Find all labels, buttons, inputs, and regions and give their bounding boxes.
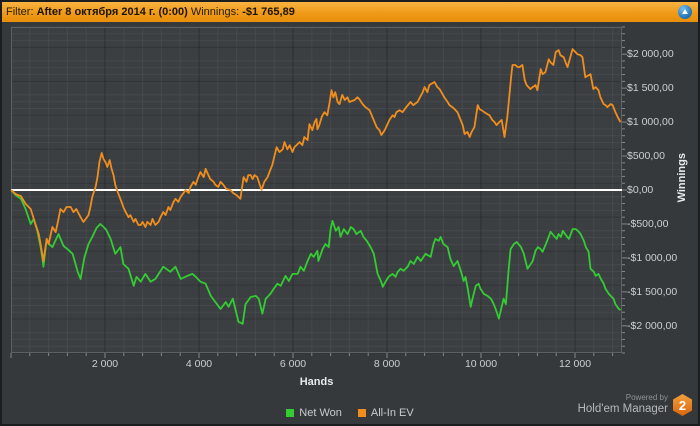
y-tick-label: $0,00 bbox=[627, 184, 654, 196]
filter-bar: Filter: After 8 октября 2014 г. (0:00) W… bbox=[2, 2, 698, 23]
y-tick-label: $1 000,00 bbox=[627, 116, 674, 129]
y-tick-label: -$2 000,00 bbox=[627, 319, 678, 332]
series-line-all-in-ev bbox=[10, 48, 622, 262]
plot-area[interactable] bbox=[10, 26, 627, 358]
y-tick-label: -$1 000,00 bbox=[627, 251, 678, 264]
chart-area: Hands Winnings Net Won All-In EV Powered … bbox=[2, 22, 698, 424]
brand-name: Hold'em Manager bbox=[577, 403, 668, 416]
y-tick-label: $2 000,00 bbox=[627, 48, 674, 61]
x-tick-label: 8 000 bbox=[373, 358, 401, 370]
powered-by-label: Powered by bbox=[625, 393, 668, 403]
arrow-up-icon bbox=[682, 9, 688, 14]
legend-item-net-won[interactable]: Net Won bbox=[286, 407, 342, 419]
x-tick-label: 6 000 bbox=[279, 358, 307, 370]
legend: Net Won All-In EV bbox=[2, 407, 698, 419]
legend-label: Net Won bbox=[299, 407, 342, 419]
x-tick-label: 10 000 bbox=[464, 358, 498, 370]
x-tick-label: 12 000 bbox=[558, 358, 592, 370]
x-tick-label: 2 000 bbox=[91, 358, 119, 370]
y-tick-label: -$1 500,00 bbox=[627, 285, 678, 298]
hm2-logo-icon: 2 bbox=[673, 394, 692, 416]
series-line-net-won bbox=[10, 189, 622, 325]
hm2-logo-text: 2 bbox=[678, 397, 687, 413]
filter-value[interactable]: After 8 октября 2014 г. (0:00) bbox=[36, 6, 188, 18]
y-tick-label: -$500,00 bbox=[627, 217, 669, 230]
legend-item-all-in-ev[interactable]: All-In EV bbox=[357, 407, 414, 419]
legend-swatch-icon bbox=[286, 409, 295, 417]
winnings-value: -$1 765,89 bbox=[242, 6, 295, 18]
panel-toggle-button[interactable] bbox=[678, 5, 692, 19]
winnings-graph bbox=[10, 26, 627, 358]
x-tick-label: 4 000 bbox=[185, 358, 213, 370]
filter-label: Filter: bbox=[6, 6, 34, 18]
y-tick-label: $500,00 bbox=[627, 150, 665, 163]
powered-by: Powered by Hold'em Manager 2 bbox=[577, 393, 692, 416]
legend-swatch-icon bbox=[357, 409, 366, 417]
y-tick-label: $1 500,00 bbox=[627, 82, 674, 95]
winnings-label: Winnings: bbox=[190, 6, 240, 18]
x-axis-title: Hands bbox=[299, 376, 334, 388]
legend-label: All-In EV bbox=[370, 407, 414, 419]
